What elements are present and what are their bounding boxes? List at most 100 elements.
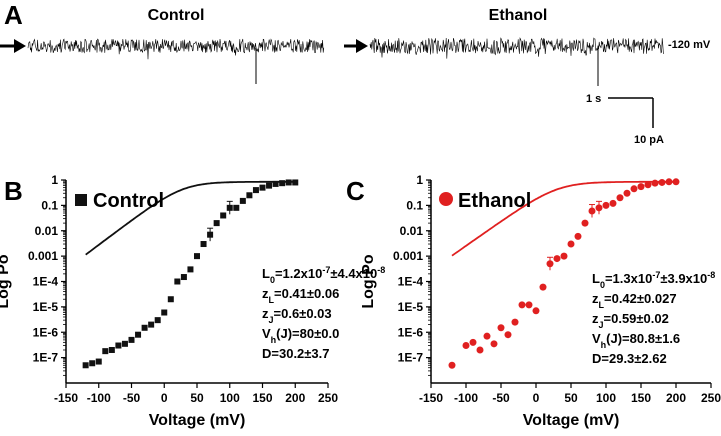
fit-parameter: L0=1.2x10-7±4.4x10-8 bbox=[262, 265, 385, 285]
data-point bbox=[504, 331, 512, 339]
control-plot: -150 -100 -50 0 50 100 150 200 250 1E-7 1E-6 1E-5 1E… bbox=[0, 173, 385, 429]
x-tick-label: 150 bbox=[631, 391, 651, 405]
legend-label: Ethanol bbox=[458, 190, 531, 212]
data-point bbox=[187, 266, 194, 273]
x-tick-label: 200 bbox=[285, 391, 305, 405]
scale-current-label: 10 pA bbox=[634, 134, 664, 146]
x-tick-label: 0 bbox=[161, 391, 168, 405]
data-point bbox=[532, 307, 540, 315]
data-point bbox=[518, 301, 526, 309]
data-point bbox=[180, 274, 187, 281]
data-point bbox=[651, 179, 659, 187]
data-point bbox=[525, 301, 533, 309]
fit-parameter: zJ=0.6±0.03 bbox=[262, 306, 332, 325]
data-point bbox=[115, 342, 122, 349]
y-axis-title: Log Po bbox=[360, 254, 377, 308]
data-point bbox=[567, 240, 575, 248]
data-point bbox=[207, 231, 214, 238]
legend-marker bbox=[439, 192, 453, 206]
x-tick-label: 0 bbox=[533, 391, 540, 405]
data-point bbox=[602, 201, 610, 209]
data-point bbox=[135, 331, 142, 338]
control-current-trace bbox=[27, 38, 325, 60]
x-tick-label: -50 bbox=[123, 391, 141, 405]
control-trace-title: Control bbox=[148, 7, 205, 24]
fit-parameter: zL=0.42±0.027 bbox=[592, 291, 677, 310]
data-point bbox=[108, 346, 115, 353]
data-point bbox=[574, 232, 582, 240]
fit-parameter: Vh(J)=80±0.0 bbox=[262, 326, 339, 345]
data-point bbox=[279, 180, 286, 187]
data-point bbox=[490, 340, 498, 348]
data-point bbox=[553, 255, 561, 263]
x-tick-label: 100 bbox=[220, 391, 240, 405]
fit-curve bbox=[85, 180, 296, 256]
data-point bbox=[213, 220, 220, 227]
data-point bbox=[272, 180, 279, 187]
data-point bbox=[226, 204, 233, 211]
data-point bbox=[476, 346, 484, 354]
y-tick-label: 0.1 bbox=[406, 198, 423, 212]
data-point bbox=[588, 207, 596, 215]
data-point bbox=[266, 182, 273, 189]
data-point bbox=[239, 197, 246, 204]
y-tick-label: 1E-4 bbox=[33, 275, 59, 289]
data-point bbox=[161, 309, 168, 316]
x-tick-label: -150 bbox=[419, 391, 443, 405]
data-point bbox=[194, 253, 200, 260]
data-point bbox=[483, 332, 491, 340]
y-tick-label: 1E-5 bbox=[33, 300, 59, 314]
x-tick-label: 250 bbox=[701, 391, 721, 405]
y-tick-label: 1E-5 bbox=[398, 300, 424, 314]
x-tick-label: 250 bbox=[318, 391, 338, 405]
data-point bbox=[246, 192, 253, 199]
x-tick-label: -100 bbox=[87, 391, 111, 405]
data-point bbox=[609, 199, 617, 207]
x-tick-label: 50 bbox=[190, 391, 204, 405]
data-point bbox=[89, 360, 96, 367]
x-tick-label: -50 bbox=[492, 391, 510, 405]
data-point bbox=[539, 283, 547, 291]
y-tick-label: 1E-6 bbox=[398, 325, 424, 339]
control-arrow-icon bbox=[0, 39, 26, 53]
data-point bbox=[658, 178, 666, 186]
y-tick-label: 1E-7 bbox=[398, 351, 424, 365]
data-point bbox=[167, 296, 174, 303]
ethanol-trace-title: Ethanol bbox=[489, 7, 548, 24]
data-point bbox=[665, 178, 673, 186]
x-tick-label: 150 bbox=[252, 391, 272, 405]
y-tick-label: 0.01 bbox=[35, 224, 59, 238]
data-point bbox=[174, 278, 181, 285]
fit-parameter: zL=0.41±0.06 bbox=[262, 286, 339, 305]
data-point bbox=[672, 178, 680, 186]
data-point bbox=[220, 212, 227, 219]
data-point bbox=[644, 181, 652, 189]
data-point bbox=[560, 252, 568, 260]
panel-b-letter: B bbox=[4, 176, 23, 206]
data-point bbox=[511, 318, 519, 326]
data-point bbox=[200, 241, 207, 248]
ethanol-arrow-icon bbox=[344, 39, 368, 53]
y-tick-label: 0.001 bbox=[28, 249, 58, 263]
scale-time-label: 1 s bbox=[586, 93, 601, 105]
data-point bbox=[616, 194, 624, 202]
data-point bbox=[259, 184, 266, 191]
data-point bbox=[285, 179, 292, 186]
y-axis-title: Log Po bbox=[0, 254, 12, 308]
y-tick-label: 0.001 bbox=[393, 249, 423, 263]
holding-voltage-label: -120 mV bbox=[668, 39, 711, 51]
data-point bbox=[469, 338, 477, 346]
data-point bbox=[121, 340, 128, 347]
y-tick-label: 1 bbox=[416, 173, 423, 187]
data-point bbox=[595, 204, 603, 212]
y-tick-label: 1E-4 bbox=[398, 275, 424, 289]
fit-curve bbox=[451, 180, 676, 257]
y-tick-label: 1E-7 bbox=[33, 351, 59, 365]
y-tick-label: 0.1 bbox=[41, 198, 58, 212]
ethanol-plot: -150 -100 -50 0 50 100 150 200 2501E-71E-61E-51E… bbox=[360, 173, 721, 429]
x-tick-label: 100 bbox=[596, 391, 616, 405]
data-point bbox=[148, 321, 155, 328]
x-tick-label: 50 bbox=[564, 391, 578, 405]
y-tick-label: 1 bbox=[51, 173, 58, 187]
